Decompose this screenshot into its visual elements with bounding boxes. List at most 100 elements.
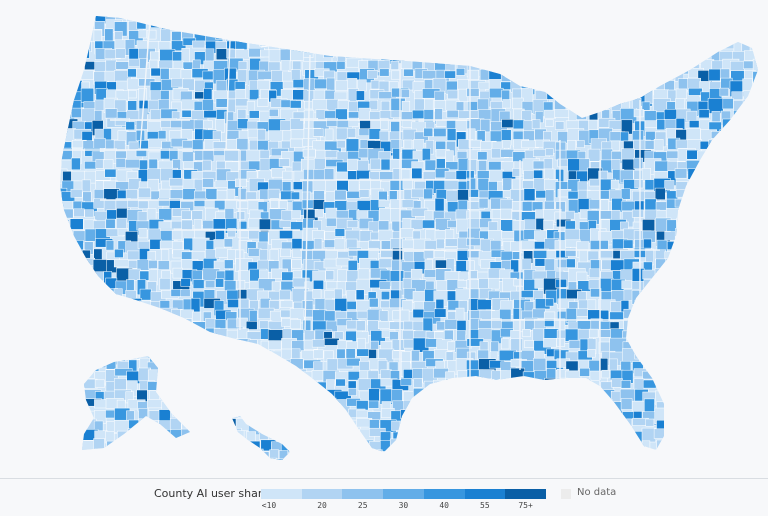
county-cell — [522, 411, 540, 424]
county-cell — [764, 370, 768, 382]
county-cell — [523, 380, 534, 395]
county-cell — [609, 40, 622, 51]
county-cell — [315, 408, 326, 418]
county-cell — [313, 349, 324, 359]
county-cell — [689, 198, 702, 210]
county-cell — [677, 78, 689, 91]
county-cell — [576, 429, 586, 441]
county-cell — [721, 301, 733, 314]
county-cell — [753, 189, 758, 206]
county-cell — [269, 249, 279, 262]
county-cell — [567, 61, 578, 70]
county-cell — [292, 368, 307, 382]
county-cell — [246, 359, 259, 374]
county-cell — [61, 39, 77, 54]
county-cell — [755, 159, 758, 169]
county-cell — [686, 440, 705, 453]
county-cell — [654, 48, 670, 65]
county-cell — [126, 319, 139, 330]
county-cell — [597, 16, 607, 20]
county-cell — [755, 218, 758, 229]
county-cell — [764, 161, 768, 172]
county-cell — [169, 418, 182, 431]
county-cell — [709, 228, 723, 245]
county-cell — [579, 229, 592, 244]
county-cell — [81, 289, 92, 305]
county-cell — [620, 380, 632, 389]
county-cell — [181, 128, 193, 140]
county-cell — [291, 259, 302, 269]
county-cell — [324, 429, 338, 442]
county-cell — [423, 127, 434, 137]
county-cell — [688, 390, 698, 401]
county-cell — [183, 440, 195, 458]
county-cell — [500, 419, 511, 432]
county-cell — [544, 109, 556, 119]
county-cell — [444, 329, 454, 341]
county-cell — [289, 449, 304, 460]
county-cell — [546, 31, 564, 46]
county-cell — [611, 209, 621, 221]
county-cell — [478, 328, 493, 341]
county-cell — [522, 329, 531, 338]
county-cell — [720, 448, 735, 460]
county-cell — [391, 389, 403, 403]
county-cell — [248, 110, 260, 119]
county-cell — [653, 318, 669, 330]
county-cell — [634, 179, 644, 189]
county-cell — [61, 377, 74, 388]
county-cell — [477, 408, 493, 425]
county-cell — [48, 459, 56, 474]
county-cell — [248, 160, 262, 171]
county-cell — [653, 428, 669, 439]
county-cell — [61, 271, 78, 282]
county-cell — [304, 429, 317, 442]
county-cell — [180, 351, 194, 364]
county-cell — [710, 379, 725, 395]
county-cell — [181, 16, 193, 26]
county-cell — [104, 108, 118, 119]
county-cell — [698, 109, 710, 119]
county-cell — [290, 16, 302, 23]
county-cell — [104, 308, 122, 324]
county-cell — [335, 40, 350, 58]
county-cell — [577, 100, 596, 110]
county-cell — [434, 308, 447, 318]
county-cell — [721, 381, 737, 393]
county-cell — [577, 418, 586, 427]
county-cell — [755, 340, 758, 357]
county-cell — [686, 278, 698, 292]
county-cell — [608, 31, 626, 43]
county-cell — [678, 338, 688, 349]
county-cell — [203, 349, 214, 359]
county-cell — [524, 17, 534, 29]
county-cell — [699, 281, 713, 296]
county-cell — [60, 228, 64, 240]
county-cell — [279, 289, 291, 300]
county-cell — [521, 28, 530, 41]
county-cell — [325, 207, 338, 219]
county-cell — [685, 238, 698, 249]
county-cell — [444, 419, 457, 435]
county-cell — [565, 458, 574, 460]
county-cell — [60, 288, 63, 297]
county-cell — [259, 38, 273, 47]
county-cell — [631, 441, 645, 453]
county-cell — [69, 421, 86, 434]
county-cell — [664, 347, 677, 360]
county-cell — [631, 459, 646, 460]
county-cell — [653, 139, 664, 152]
county-cell — [699, 391, 712, 402]
county-cell — [412, 49, 424, 59]
county-cell — [646, 462, 662, 476]
county-cell — [335, 407, 344, 419]
county-cell — [304, 461, 317, 474]
county-cell — [589, 418, 599, 435]
county-cell — [524, 439, 540, 449]
county-cell — [389, 438, 401, 452]
county-cell — [246, 378, 258, 392]
county-cell — [721, 290, 733, 303]
county-cell — [458, 441, 473, 452]
county-cell — [479, 391, 497, 408]
county-cell — [732, 297, 744, 314]
